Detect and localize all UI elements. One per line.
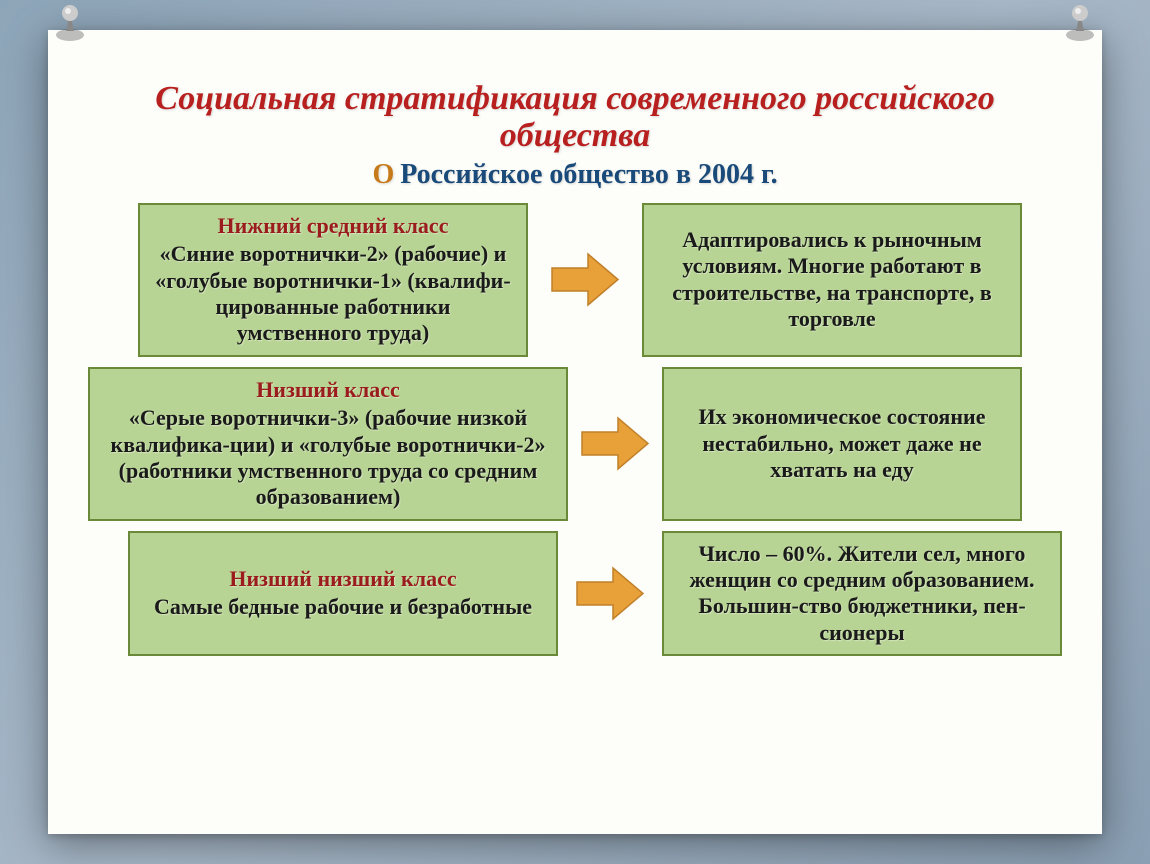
- box-lowest-class-label: Низший низший класс Самые бедные рабочие…: [128, 531, 558, 657]
- box-lowest-class-desc: Число – 60%. Жители сел, много женщин со…: [662, 531, 1062, 657]
- arrow-icon: [568, 367, 662, 521]
- row-lower-middle-class: Нижний средний класс «Синие воротнички-2…: [88, 203, 1062, 357]
- arrow-icon: [558, 531, 662, 657]
- box-lower-class-label: Низший класс «Серые воротнички-3» (рабоч…: [88, 367, 568, 521]
- box-heading: Низший низший класс: [144, 566, 542, 592]
- box-body: «Синие воротнички-2» (рабочие) и «голубы…: [154, 241, 512, 347]
- box-body: Число – 60%. Жители сел, много женщин со…: [678, 541, 1046, 647]
- pushpin-left: [40, 5, 100, 55]
- row-lower-class: Низший класс «Серые воротнички-3» (рабоч…: [88, 367, 1062, 521]
- box-lower-class-desc: Их экономическое состояние нестабильно, …: [662, 367, 1022, 521]
- diagram-rows: Нижний средний класс «Синие воротнички-2…: [78, 203, 1072, 656]
- slide-paper: Социальная стратификация современного ро…: [48, 30, 1102, 834]
- box-body: Их экономическое состояние нестабильно, …: [678, 404, 1006, 483]
- box-body: Самые бедные рабочие и безработные: [144, 594, 542, 620]
- box-body: «Серые воротнички-3» (рабочие низкой ква…: [104, 405, 552, 511]
- bullet-icon: O: [372, 159, 394, 190]
- subtitle-text: Российское общество в 2004 г.: [400, 159, 777, 190]
- slide-subtitle: OРоссийское общество в 2004 г.: [78, 159, 1072, 191]
- arrow-icon: [528, 203, 642, 357]
- box-lower-middle-class-desc: Адаптировались к рыночным условиям. Мног…: [642, 203, 1022, 357]
- row-lowest-class: Низший низший класс Самые бедные рабочие…: [88, 531, 1062, 657]
- pushpin-right: [1050, 5, 1110, 55]
- box-lower-middle-class-label: Нижний средний класс «Синие воротнички-2…: [138, 203, 528, 357]
- slide-title: Социальная стратификация современного ро…: [78, 80, 1072, 155]
- box-heading: Низший класс: [104, 377, 552, 403]
- box-body: Адаптировались к рыночным условиям. Мног…: [658, 227, 1006, 333]
- box-heading: Нижний средний класс: [154, 213, 512, 239]
